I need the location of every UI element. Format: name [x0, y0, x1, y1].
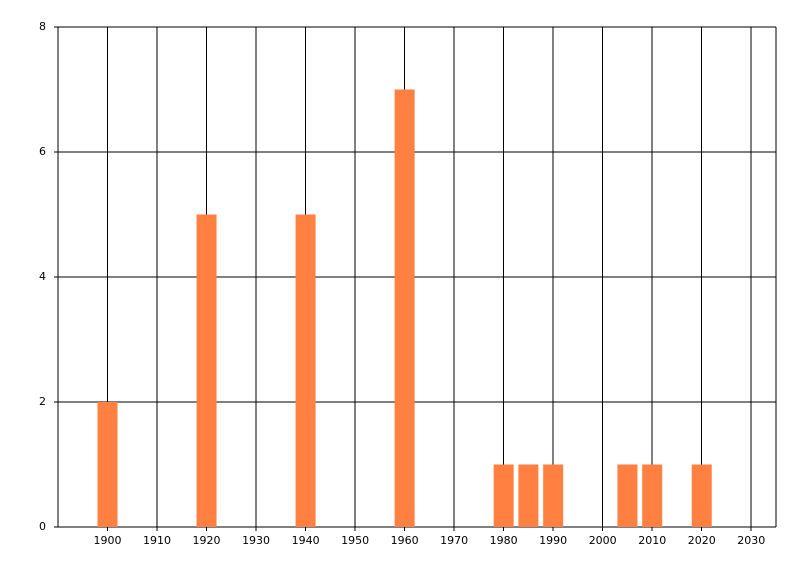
x-tick-label: 1990 — [539, 534, 567, 547]
bar — [543, 464, 564, 527]
x-tick-label: 1900 — [94, 534, 122, 547]
bar — [196, 214, 217, 527]
x-tick-label: 1910 — [143, 534, 171, 547]
x-tick-label: 1940 — [292, 534, 320, 547]
y-tick-label: 4 — [39, 270, 46, 283]
bar — [295, 214, 316, 527]
y-tick-label: 0 — [39, 520, 46, 533]
y-tick-label: 6 — [39, 145, 46, 158]
bar — [394, 89, 415, 527]
y-tick-label: 8 — [39, 20, 46, 33]
x-tick-label: 1920 — [193, 534, 221, 547]
bar — [691, 464, 712, 527]
x-tick-label: 2030 — [737, 534, 765, 547]
x-tick-label: 2000 — [589, 534, 617, 547]
x-tick-label: 1970 — [440, 534, 468, 547]
bar — [493, 464, 514, 527]
x-tick-label: 2020 — [688, 534, 716, 547]
x-tick-label: 1930 — [242, 534, 270, 547]
bar — [97, 402, 118, 527]
x-tick-label: 1980 — [490, 534, 518, 547]
x-tick-label: 2010 — [638, 534, 666, 547]
y-tick-label: 2 — [39, 395, 46, 408]
x-tick-label: 1960 — [391, 534, 419, 547]
bar — [518, 464, 539, 527]
x-tick-label: 1950 — [341, 534, 369, 547]
bar — [617, 464, 638, 527]
bar — [642, 464, 663, 527]
